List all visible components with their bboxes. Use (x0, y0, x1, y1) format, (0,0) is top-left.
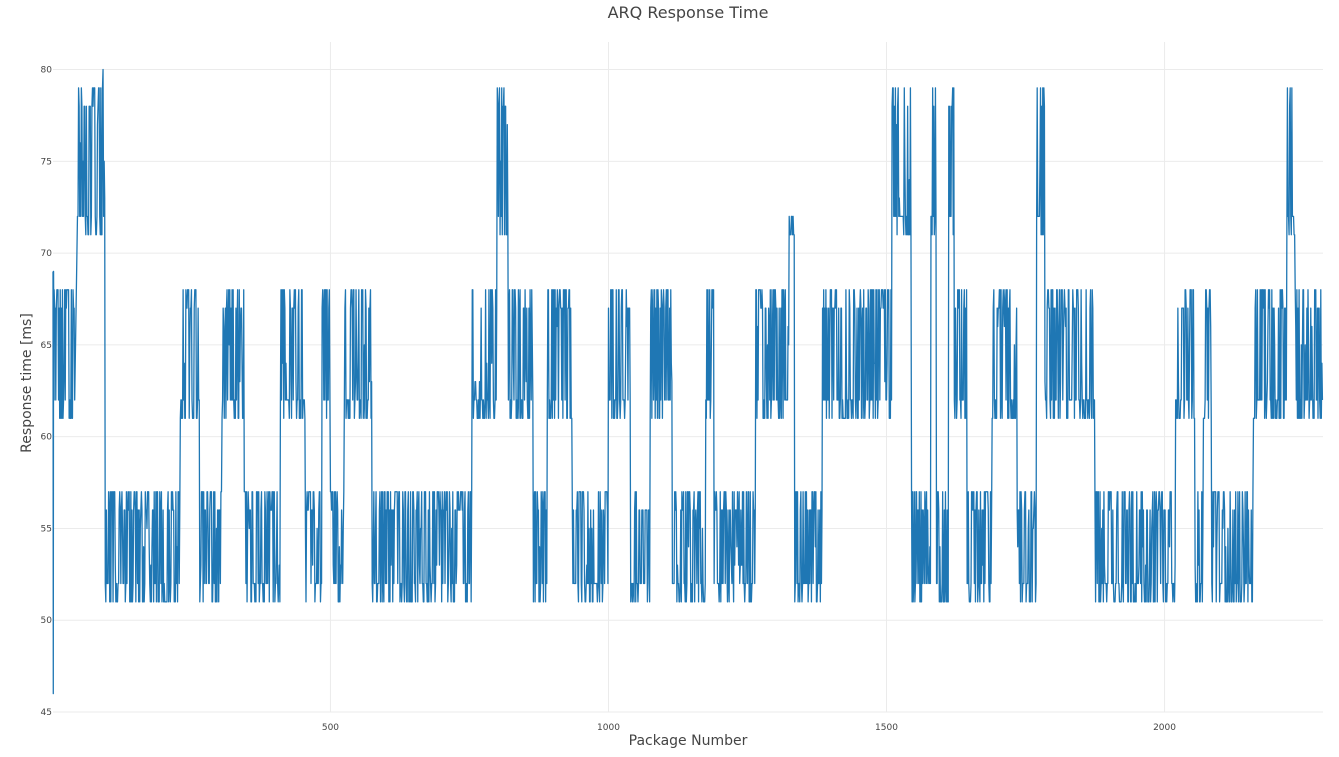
tick-labels: 45 50 55 60 65 70 75 80 500 1000 1500 2000 (41, 66, 1177, 733)
y-tick-label: 55 (41, 524, 52, 534)
x-tick-label: 1000 (597, 723, 620, 733)
y-tick-label: 70 (41, 249, 53, 259)
y-tick-label: 80 (41, 66, 53, 76)
chart-title: ARQ Response Time (608, 3, 769, 22)
series-line (52, 68, 1324, 695)
x-tick-label: 500 (322, 723, 339, 733)
y-tick-label: 75 (41, 157, 52, 167)
y-tick-label: 65 (41, 341, 52, 351)
x-tick-label: 2000 (1153, 723, 1176, 733)
y-axis-title: Response time [ms] (19, 313, 35, 453)
x-tick-label: 1500 (875, 723, 898, 733)
y-tick-label: 45 (41, 708, 52, 718)
x-axis-title: Package Number (629, 733, 748, 749)
y-tick-label: 60 (41, 433, 53, 443)
y-tick-label: 50 (41, 616, 53, 626)
